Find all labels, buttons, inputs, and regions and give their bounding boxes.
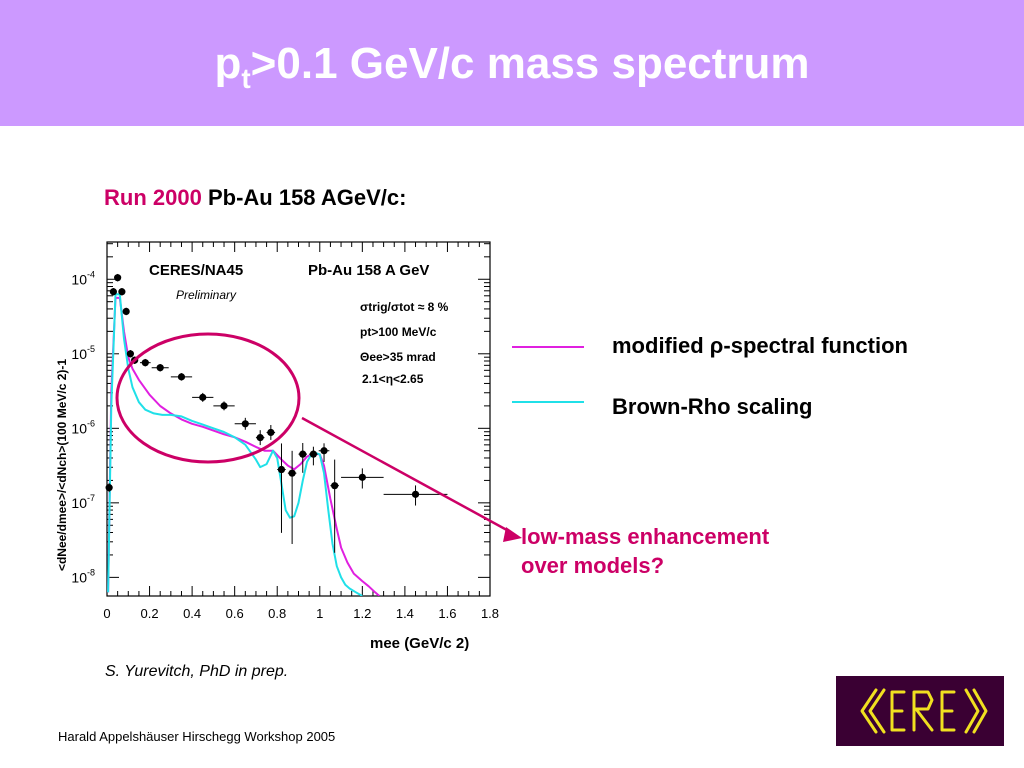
x-tick-label: 0.6 (226, 606, 244, 621)
data-point (220, 402, 228, 410)
data-point (122, 307, 130, 316)
data-point (358, 473, 366, 481)
callout-line-2: over models? (521, 553, 665, 578)
callout-arrow (301, 416, 510, 534)
y-axis-label: <dNee/dmee>/<dNch>(100 MeV/c 2)-1 (55, 359, 69, 571)
title-banner (0, 0, 1024, 126)
data-point (277, 465, 286, 474)
cut-pt: pt>100 MeV/c (360, 325, 437, 339)
data-point (411, 490, 420, 498)
data-point (331, 482, 339, 490)
data-point (288, 469, 296, 477)
x-tick-label: 0.4 (183, 606, 201, 621)
data-point (105, 484, 113, 492)
mass-spectrum-chart: 0 0.2 0.4 0.6 0.8 1 1.2 1.4 1.6 1.8 10-4 10-5 10-6 10… (55, 241, 510, 652)
x-tick-label: 0 (103, 606, 110, 621)
title-rest: >0.1 GeV/c mass spectrum (250, 39, 810, 88)
data-point (177, 373, 186, 381)
x-tick-label: 1.8 (481, 606, 499, 621)
y-tick-label: 10-8 (71, 567, 95, 585)
x-tick-label: 0.8 (268, 606, 286, 621)
x-tick-label: 1.2 (353, 606, 371, 621)
run-heading: Run 2000 Pb-Au 158 AGeV/c: (104, 185, 406, 211)
preliminary-label: Preliminary (176, 288, 237, 302)
chart-title: CERES/NA45 (149, 262, 243, 279)
data-point (109, 288, 117, 296)
credit-note: S. Yurevitch, PhD in prep. (105, 663, 289, 680)
x-tick-label: 1 (316, 606, 323, 621)
y-tick-label: 10-6 (71, 418, 95, 436)
data-point (320, 447, 328, 455)
ceres-logo (836, 676, 1004, 746)
data-point (141, 359, 149, 367)
data-point (241, 420, 249, 428)
data-point (199, 393, 207, 401)
legend-line-cyan (512, 401, 584, 403)
legend-label-magenta: modified ρ-spectral function (612, 333, 908, 358)
footer-text: Harald Appelshäuser Hirschegg Workshop 2… (58, 729, 336, 744)
enhancement-callout: low-mass enhancement over models? (521, 522, 769, 580)
data-point (256, 434, 264, 442)
data-point (309, 450, 317, 458)
data-point (299, 450, 307, 458)
run-label: Run 2000 (104, 185, 202, 210)
legend-label-cyan: Brown-Rho scaling (612, 394, 813, 419)
x-tick-label: 1.6 (438, 606, 456, 621)
y-tick-label: 10-4 (71, 269, 95, 287)
cut-eta: 2.1<η<2.65 (362, 372, 424, 386)
data-point (114, 274, 122, 282)
slide-title: pt>0.1 GeV/c mass spectrum (0, 38, 1024, 105)
title-subscript: t (241, 63, 251, 94)
callout-line-1: low-mass enhancement (521, 524, 770, 549)
y-tick-label: 10-7 (71, 493, 95, 511)
cut-sigma: σtrig/σtot ≈ 8 % (360, 300, 449, 314)
data-point (156, 364, 164, 372)
legend-line-magenta (512, 346, 584, 348)
chart-system: Pb-Au 158 A GeV (308, 262, 429, 279)
y-tick-label: 10-5 (71, 344, 95, 362)
callout-arrowhead (503, 527, 522, 542)
x-tick-label: 0.2 (141, 606, 159, 621)
plot-frame (106, 241, 491, 597)
highlight-ellipse (115, 332, 301, 464)
series-line-cyan (107, 293, 363, 596)
x-axis-label: mee (GeV/c 2) (370, 635, 469, 652)
data-point (267, 428, 275, 437)
data-point (118, 288, 126, 296)
ceres-logo-mark (860, 688, 988, 734)
x-tick-label: 1.4 (396, 606, 414, 621)
data-point (126, 350, 135, 358)
series-line-magenta (107, 296, 381, 596)
title-main: p (214, 39, 242, 88)
cut-theta: Θee>35 mrad (360, 350, 436, 364)
run-system: Pb-Au 158 AGeV/c: (207, 185, 407, 210)
